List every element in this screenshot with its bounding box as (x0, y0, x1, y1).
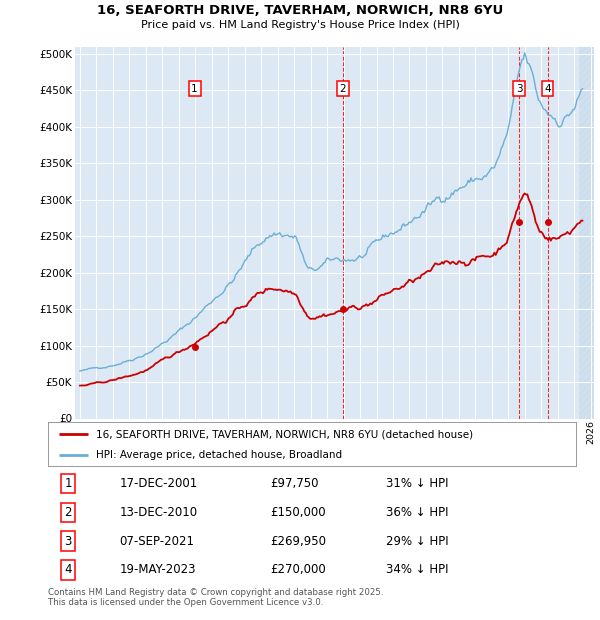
Text: 29% ↓ HPI: 29% ↓ HPI (386, 534, 449, 547)
Text: 16, SEAFORTH DRIVE, TAVERHAM, NORWICH, NR8 6YU: 16, SEAFORTH DRIVE, TAVERHAM, NORWICH, N… (97, 4, 503, 17)
Text: 36% ↓ HPI: 36% ↓ HPI (386, 506, 448, 519)
Text: 07-SEP-2021: 07-SEP-2021 (119, 534, 194, 547)
Text: 4: 4 (544, 84, 551, 94)
Text: 17-DEC-2001: 17-DEC-2001 (119, 477, 197, 490)
Text: 1: 1 (191, 84, 198, 94)
Text: 16, SEAFORTH DRIVE, TAVERHAM, NORWICH, NR8 6YU (detached house): 16, SEAFORTH DRIVE, TAVERHAM, NORWICH, N… (95, 429, 473, 439)
Text: 13-DEC-2010: 13-DEC-2010 (119, 506, 197, 519)
Text: HPI: Average price, detached house, Broadland: HPI: Average price, detached house, Broa… (95, 450, 341, 460)
Bar (579, 46, 594, 419)
Text: £150,000: £150,000 (270, 506, 325, 519)
Text: 19-MAY-2023: 19-MAY-2023 (119, 563, 196, 576)
Text: 3: 3 (516, 84, 523, 94)
Text: 31% ↓ HPI: 31% ↓ HPI (386, 477, 448, 490)
Text: 2: 2 (64, 506, 72, 519)
Text: Contains HM Land Registry data © Crown copyright and database right 2025.
This d: Contains HM Land Registry data © Crown c… (48, 588, 383, 607)
Text: 34% ↓ HPI: 34% ↓ HPI (386, 563, 448, 576)
Text: £269,950: £269,950 (270, 534, 326, 547)
Text: 2: 2 (340, 84, 346, 94)
Text: £270,000: £270,000 (270, 563, 326, 576)
Text: Price paid vs. HM Land Registry's House Price Index (HPI): Price paid vs. HM Land Registry's House … (140, 20, 460, 30)
Text: 3: 3 (64, 534, 72, 547)
Text: £97,750: £97,750 (270, 477, 318, 490)
Text: 1: 1 (64, 477, 72, 490)
Text: 4: 4 (64, 563, 72, 576)
